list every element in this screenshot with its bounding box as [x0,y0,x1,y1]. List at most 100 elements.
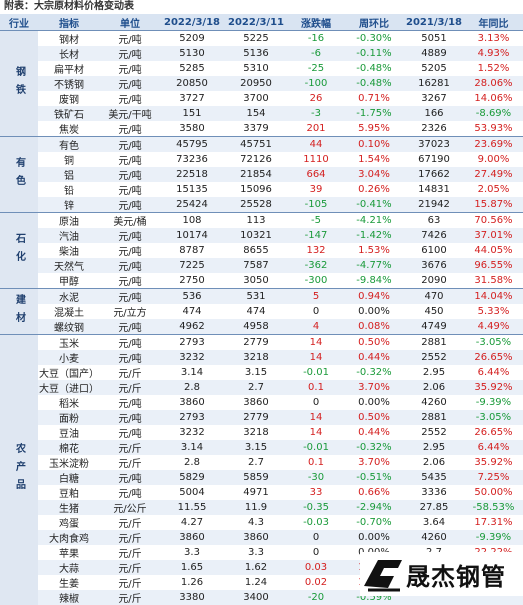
cell: 生猪 [38,500,100,515]
header-cell: 年同比 [464,14,523,31]
cell: 53.93% [464,121,523,137]
cell: -0.32% [344,365,404,380]
cell: 2.95 [404,440,464,455]
cell: 3.3 [160,545,224,560]
cell: 元/斤 [100,380,160,395]
header-cell: 2022/3/18 [160,14,224,31]
cell: 元/吨 [100,91,160,106]
cell: -16 [288,31,344,47]
cell: 14 [288,350,344,365]
cell: 0.00% [344,530,404,545]
cell: 3860 [160,395,224,410]
cell: 5225 [224,31,288,47]
cell: 470 [404,289,464,305]
cell: 稻米 [38,395,100,410]
cell: 108 [160,213,224,229]
cell: 17.31% [464,515,523,530]
cell: -25 [288,61,344,76]
cell: 元/斤 [100,530,160,545]
cell: 2.8 [160,380,224,395]
cell: -3.05% [464,335,523,351]
cell: 元/吨 [100,335,160,351]
cell: 水泥 [38,289,100,305]
cell: 混凝土 [38,304,100,319]
cell: 0.02 [288,575,344,590]
cell: 4889 [404,46,464,61]
cell: -362 [288,258,344,273]
cell: 14.04% [464,289,523,305]
cell: -5 [288,213,344,229]
cell: 天然气 [38,258,100,273]
cell: 棉花 [38,440,100,455]
cell: 4.27 [160,515,224,530]
cell: 原油 [38,213,100,229]
cell: 美元/干吨 [100,106,160,121]
cell: 5136 [224,46,288,61]
cell: 2.7 [224,380,288,395]
cell: 20950 [224,76,288,91]
cell: 3218 [224,425,288,440]
cell: 元/吨 [100,76,160,91]
cell: 151 [160,106,224,121]
header-cell: 2021/3/18 [404,14,464,31]
cell: 14.06% [464,91,523,106]
cell: 72126 [224,152,288,167]
cell: -300 [288,273,344,289]
cell: 甲醇 [38,273,100,289]
cell: 23.69% [464,137,523,153]
cell: 焦炭 [38,121,100,137]
cell: 元/吨 [100,395,160,410]
cell: 面粉 [38,410,100,425]
cell: -0.48% [344,61,404,76]
cell: 0.1 [288,455,344,470]
group-cell: 石化 [0,213,38,289]
cell: -4.77% [344,258,404,273]
cell: 3860 [224,395,288,410]
cell: 33 [288,485,344,500]
cell: 元/吨 [100,182,160,197]
cell: 11.9 [224,500,288,515]
cell: -0.11% [344,46,404,61]
cell: 0.03 [288,560,344,575]
cell: -0.01 [288,440,344,455]
cell: 美元/桶 [100,213,160,229]
cell: 2.06 [404,455,464,470]
cell: 元/吨 [100,273,160,289]
cell: 铝 [38,167,100,182]
cell: 31.58% [464,273,523,289]
cell: 5310 [224,61,288,76]
cell: 元/吨 [100,121,160,137]
cell: 3400 [224,590,288,605]
header-cell: 行业 [0,14,38,31]
cell: -9.39% [464,395,523,410]
group-cell: 有色 [0,137,38,213]
cell: 21942 [404,197,464,213]
cell: 6.44% [464,365,523,380]
cell: -0.48% [344,76,404,91]
cell: 元/斤 [100,455,160,470]
cell: 8787 [160,243,224,258]
cell: -8.69% [464,106,523,121]
cell: 474 [224,304,288,319]
cell: 2090 [404,273,464,289]
cell: -6 [288,46,344,61]
cell: 664 [288,167,344,182]
cell: 元/斤 [100,575,160,590]
cell: 长材 [38,46,100,61]
cell: 14 [288,410,344,425]
cell: 3218 [224,350,288,365]
cell: 14 [288,425,344,440]
cell: 96.55% [464,258,523,273]
cell: -100 [288,76,344,91]
cell: -0.35 [288,500,344,515]
